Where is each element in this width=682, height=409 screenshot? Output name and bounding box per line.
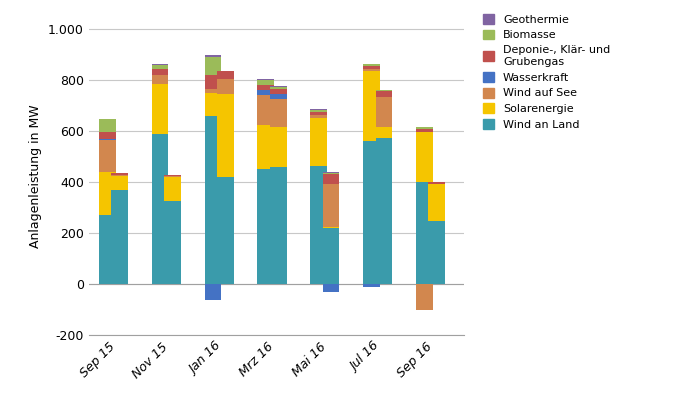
Bar: [269, 94, 286, 99]
Bar: [205, 75, 222, 89]
Bar: [428, 182, 445, 184]
Bar: [323, 227, 340, 228]
Bar: [111, 190, 128, 284]
Bar: [269, 167, 286, 284]
Bar: [364, 66, 380, 69]
Bar: [323, 184, 340, 227]
Bar: [269, 127, 286, 167]
Bar: [364, 69, 380, 71]
Bar: [151, 70, 168, 75]
Bar: [99, 172, 115, 216]
Bar: [151, 64, 168, 65]
Bar: [258, 79, 274, 80]
Bar: [323, 173, 340, 174]
Bar: [99, 140, 115, 172]
Bar: [164, 175, 181, 176]
Bar: [310, 115, 327, 119]
Bar: [428, 220, 445, 284]
Bar: [111, 175, 128, 176]
Bar: [428, 184, 445, 220]
Bar: [205, 89, 222, 93]
Bar: [151, 134, 168, 284]
Bar: [99, 132, 115, 139]
Bar: [99, 139, 115, 140]
Bar: [376, 90, 392, 91]
Bar: [376, 137, 392, 284]
Bar: [258, 90, 274, 95]
Bar: [111, 173, 128, 175]
Bar: [151, 84, 168, 134]
Bar: [310, 109, 327, 110]
Bar: [164, 201, 181, 284]
Bar: [217, 177, 234, 284]
Bar: [269, 85, 286, 87]
Bar: [205, 93, 222, 116]
Bar: [164, 176, 181, 177]
Bar: [376, 127, 392, 137]
Bar: [376, 91, 392, 97]
Bar: [164, 177, 181, 201]
Bar: [310, 119, 327, 166]
Bar: [258, 85, 274, 90]
Bar: [217, 71, 234, 79]
Bar: [217, 79, 234, 94]
Bar: [364, 71, 380, 142]
Bar: [111, 176, 128, 190]
Bar: [205, 284, 222, 300]
Bar: [258, 95, 274, 125]
Bar: [258, 125, 274, 169]
Bar: [323, 174, 340, 184]
Bar: [99, 216, 115, 284]
Bar: [310, 166, 327, 284]
Bar: [205, 116, 222, 284]
Bar: [310, 112, 327, 115]
Bar: [269, 87, 286, 89]
Bar: [364, 284, 380, 287]
Bar: [416, 284, 433, 310]
Bar: [205, 57, 222, 75]
Bar: [364, 64, 380, 66]
Bar: [416, 129, 433, 133]
Bar: [258, 169, 274, 284]
Bar: [323, 172, 340, 173]
Bar: [310, 110, 327, 112]
Bar: [217, 94, 234, 177]
Bar: [416, 127, 433, 129]
Bar: [151, 65, 168, 70]
Bar: [269, 99, 286, 127]
Bar: [364, 142, 380, 284]
Bar: [99, 119, 115, 132]
Bar: [364, 63, 380, 64]
Bar: [269, 89, 286, 94]
Bar: [258, 80, 274, 85]
Bar: [205, 55, 222, 57]
Bar: [323, 284, 340, 292]
Bar: [323, 228, 340, 284]
Bar: [416, 182, 433, 284]
Legend: Geothermie, Biomasse, Deponie-, Klär- und
Grubengas, Wasserkraft, Wind auf See, : Geothermie, Biomasse, Deponie-, Klär- un…: [483, 14, 610, 130]
Bar: [416, 133, 433, 182]
Bar: [376, 97, 392, 127]
Bar: [151, 75, 168, 84]
Y-axis label: Anlagenleistung in MW: Anlagenleistung in MW: [29, 104, 42, 248]
